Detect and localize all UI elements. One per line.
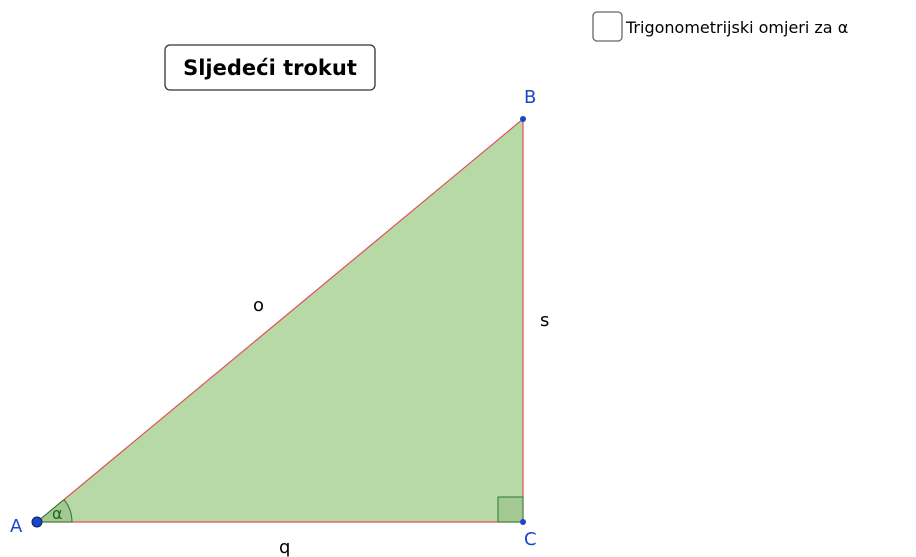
checkbox-box[interactable] [592, 11, 623, 42]
point-b [520, 116, 526, 122]
button[interactable]: Sljedeći trokut [164, 44, 376, 91]
button-label[interactable]: Sljedeći trokut [183, 56, 357, 80]
checkbox[interactable]: Trigonometrijski omjeri za α [592, 11, 848, 42]
label-q: q [279, 537, 290, 557]
label-o: o [253, 295, 264, 316]
point-c [520, 519, 526, 525]
label-s: s [540, 310, 549, 331]
label-c: C [524, 529, 537, 550]
angle-arc [35, 498, 73, 523]
label-a: A [10, 516, 23, 537]
side-o [36, 118, 524, 523]
checkbox-label[interactable]: Trigonometrijski omjeri za α [625, 18, 848, 37]
angle-label: α [52, 504, 63, 523]
right-angle [497, 496, 524, 523]
point-a [31, 516, 43, 528]
label-b: B [524, 87, 536, 108]
button-frame[interactable] [164, 44, 376, 91]
